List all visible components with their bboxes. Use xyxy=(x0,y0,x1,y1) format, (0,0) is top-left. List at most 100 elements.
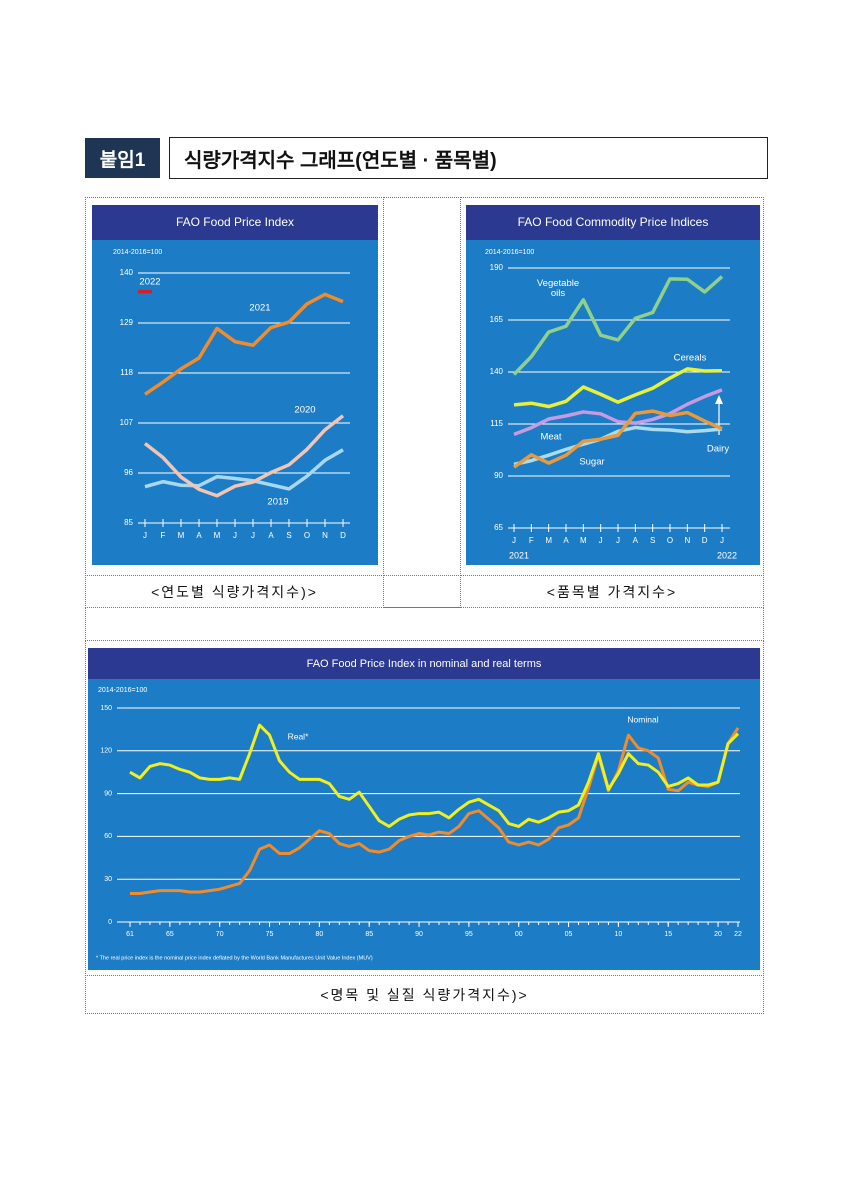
x-tick-label: 15 xyxy=(664,931,672,938)
y-tick-label: 150 xyxy=(100,705,112,712)
x-tick-label: 65 xyxy=(166,931,174,938)
chart-background xyxy=(92,205,378,565)
x-tick-label: 80 xyxy=(315,931,323,938)
chart-note: * The real price index is the nominal pr… xyxy=(96,955,373,961)
title-bar xyxy=(466,205,760,240)
x-tick-label: O xyxy=(667,536,673,545)
y-tick-label: 140 xyxy=(490,367,504,376)
x-tick-label: J xyxy=(720,536,724,545)
y-tick-label: 85 xyxy=(124,518,133,527)
x-tick-label: 05 xyxy=(565,931,573,938)
series-label: 2020 xyxy=(294,405,315,416)
chart-subtitle: 2014-2016=100 xyxy=(485,249,534,256)
header-tag: 붙임1 xyxy=(85,138,160,178)
y-tick-label: 60 xyxy=(104,833,112,840)
title-bar xyxy=(92,205,378,240)
x-tick-label: J xyxy=(251,531,255,540)
chart-title: FAO Food Price Index in nominal and real… xyxy=(307,658,542,670)
chart-title: FAO Food Price Index xyxy=(176,215,294,229)
caption: <품목별 가격지수> xyxy=(460,575,764,608)
y-tick-label: 90 xyxy=(104,790,112,797)
series-line xyxy=(144,292,344,396)
x-tick-label: 20 xyxy=(714,931,722,938)
x-tick-label: 90 xyxy=(415,931,423,938)
series-line xyxy=(512,275,724,376)
x-tick-label: M xyxy=(178,531,185,540)
y-tick-label: 190 xyxy=(490,263,504,272)
x-tick-label: 70 xyxy=(216,931,224,938)
chart-subtitle: 2014-2016=100 xyxy=(98,687,147,694)
header-title: 식량가격지수 그래프(연도별 · 품목별) xyxy=(169,137,768,179)
x-tick-label: F xyxy=(161,531,166,540)
x-tick-label: O xyxy=(304,531,310,540)
x-tick-label: D xyxy=(340,531,346,540)
x-tick-label: 61 xyxy=(126,931,134,938)
x-tick-label: 75 xyxy=(266,931,274,938)
y-tick-label: 129 xyxy=(120,318,134,327)
chart-subtitle: 2014-2016=100 xyxy=(113,249,162,256)
x-tick-label: A xyxy=(563,536,569,545)
x-tick-label: 85 xyxy=(365,931,373,938)
x-tick-label: M xyxy=(545,536,552,545)
series-line xyxy=(130,727,740,895)
x-tick-label: M xyxy=(214,531,221,540)
x-tick-label: S xyxy=(286,531,291,540)
series-label: 2022 xyxy=(139,277,160,288)
x-tick-label: J xyxy=(233,531,237,540)
y-tick-label: 90 xyxy=(494,471,503,480)
y-tick-label: 30 xyxy=(104,876,112,883)
caption: <명목 및 실질 식량가격지수)> xyxy=(85,975,764,1014)
dairy-arrow-head xyxy=(715,395,723,404)
x-tick-label: 95 xyxy=(465,931,473,938)
x-tick-label: M xyxy=(580,536,587,545)
series-line xyxy=(144,448,344,491)
chart-title: FAO Food Commodity Price Indices xyxy=(518,215,709,229)
x-tick-label: 10 xyxy=(614,931,622,938)
series-label: Vegetable oils xyxy=(537,278,579,299)
x-tick-label: J xyxy=(512,536,516,545)
x-tick-label: 00 xyxy=(515,931,523,938)
series-label: Nominal xyxy=(627,714,658,724)
y-tick-label: 118 xyxy=(120,368,133,377)
x-tick-label: A xyxy=(633,536,639,545)
title-bar xyxy=(88,648,760,679)
series-line xyxy=(129,723,740,828)
table-cell xyxy=(85,607,764,641)
year-label: 2022 xyxy=(717,550,737,560)
series-label: Dairy xyxy=(707,444,729,455)
x-tick-label: J xyxy=(599,536,603,545)
x-tick-label: A xyxy=(268,531,274,540)
x-tick-label: S xyxy=(650,536,655,545)
y-tick-label: 140 xyxy=(120,268,134,277)
y-tick-label: 165 xyxy=(490,315,504,324)
series-line xyxy=(143,414,345,498)
series-label: Sugar xyxy=(579,457,604,468)
series-label: 2021 xyxy=(249,303,270,314)
x-tick-label: A xyxy=(196,531,202,540)
x-tick-label: N xyxy=(322,531,328,540)
series-label: Meat xyxy=(540,432,561,443)
year-label: 2021 xyxy=(509,550,529,560)
y-tick-label: 65 xyxy=(494,523,503,532)
series-line xyxy=(512,409,723,469)
x-tick-label: J xyxy=(143,531,147,540)
table-cell xyxy=(383,197,461,576)
series-label: 2019 xyxy=(267,497,288,508)
x-tick-label: J xyxy=(616,536,620,545)
series-line xyxy=(513,367,723,409)
series-line xyxy=(513,388,723,437)
table-cell xyxy=(383,575,461,608)
chart: FAO Food Commodity Price Indices 2014-20… xyxy=(466,205,760,565)
y-tick-label: 120 xyxy=(100,748,112,755)
x-tick-label: N xyxy=(684,536,690,545)
x-tick-label: 22 xyxy=(734,931,742,938)
series-label: Real* xyxy=(288,731,309,741)
chart-background xyxy=(88,648,760,970)
y-tick-label: 115 xyxy=(490,419,503,428)
chart: FAO Food Price Index in nominal and real… xyxy=(88,648,760,970)
series-line xyxy=(513,425,723,467)
x-tick-label: F xyxy=(529,536,534,545)
y-tick-label: 107 xyxy=(120,418,134,427)
y-tick-label: 0 xyxy=(108,919,112,926)
